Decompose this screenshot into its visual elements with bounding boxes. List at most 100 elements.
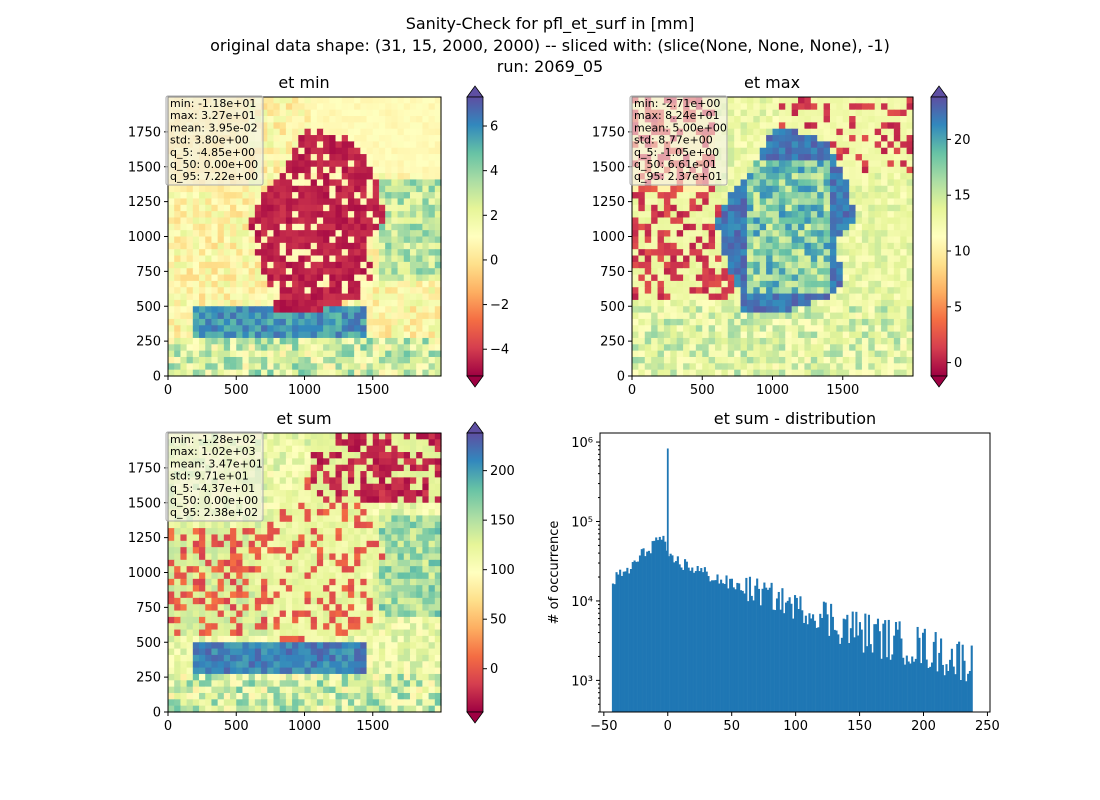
heatmap-cell <box>829 280 837 288</box>
heatmap-cell <box>378 236 386 244</box>
heatmap-cell <box>740 122 748 130</box>
heatmap-cell <box>298 458 306 466</box>
heatmap-cell <box>261 439 268 447</box>
heatmap-cell <box>434 325 442 333</box>
heatmap-cell <box>409 173 417 181</box>
heatmap-cell <box>223 312 231 320</box>
heatmap-cell <box>638 318 646 326</box>
heatmap-cell <box>304 147 312 155</box>
heatmap-cell <box>242 306 250 314</box>
heatmap-cell <box>842 318 850 326</box>
heatmap-cell <box>347 122 355 130</box>
heatmap-cell <box>261 534 268 542</box>
heatmap-cell <box>823 337 831 345</box>
heatmap-cell <box>385 363 392 371</box>
heatmap-cell <box>341 471 349 478</box>
heatmap-cell <box>372 293 380 301</box>
heatmap-cell <box>273 204 281 212</box>
heatmap-cell <box>298 192 306 200</box>
heatmap-cell <box>695 223 703 231</box>
heatmap-cell <box>217 211 225 219</box>
heatmap-cell <box>900 249 908 257</box>
heatmap-cell <box>715 204 723 212</box>
heatmap-cell <box>310 122 318 130</box>
heatmap-cell <box>715 274 723 282</box>
heatmap-cell <box>798 128 806 136</box>
heatmap-cell <box>657 255 665 263</box>
heatmap-cell <box>708 350 716 358</box>
heatmap-cell <box>310 318 318 326</box>
heatmap-cell <box>298 280 306 288</box>
heatmap-cell <box>279 116 287 123</box>
heatmap-cell <box>791 198 799 206</box>
suptitle-line-3: run: 2069_05 <box>497 57 603 77</box>
heatmap-cell <box>285 287 293 295</box>
heatmap-cell <box>347 515 355 523</box>
heatmap-cell <box>753 160 761 168</box>
heatmap-cell <box>304 559 312 567</box>
heatmap-cell <box>180 242 188 250</box>
heatmap-cell <box>273 439 281 447</box>
heatmap-cell <box>881 242 889 250</box>
heatmap-cell <box>192 534 200 542</box>
heatmap-cell <box>378 103 386 111</box>
heatmap-cell <box>676 217 684 225</box>
heatmap-cell <box>772 141 780 149</box>
heatmap-cell <box>341 179 349 187</box>
heatmap-cell <box>366 471 374 478</box>
heatmap-cell <box>861 97 869 104</box>
heatmap-cell <box>316 306 324 314</box>
heatmap-cell <box>273 287 281 295</box>
heatmap-cell <box>292 135 299 142</box>
heatmap-cell <box>230 230 237 238</box>
heatmap-cell <box>874 331 882 339</box>
heatmap-cell <box>906 160 914 168</box>
heatmap-cell <box>285 249 293 257</box>
heatmap-cell <box>434 141 442 149</box>
heatmap-cell <box>285 280 293 288</box>
heatmap-cell <box>397 211 405 219</box>
heatmap-cell <box>759 344 767 352</box>
heatmap-cell <box>804 274 812 282</box>
heatmap-cell <box>428 147 436 155</box>
heatmap-cell <box>766 103 774 111</box>
heatmap-cell <box>893 217 901 225</box>
heatmap-cell <box>644 274 652 282</box>
heatmap-cell <box>663 369 671 377</box>
heatmap-cell <box>279 483 287 491</box>
heatmap-cell <box>422 318 430 326</box>
heatmap-cell <box>855 236 863 244</box>
heatmap-cell <box>409 464 417 472</box>
heatmap-cell <box>174 242 181 250</box>
heatmap-cell <box>829 274 837 282</box>
heatmap-cell <box>740 287 748 295</box>
heatmap-cell <box>416 540 423 548</box>
heatmap-cell <box>785 274 793 282</box>
heatmap-cell <box>810 141 818 149</box>
heatmap-cell <box>842 249 850 257</box>
heatmap-cell <box>292 261 299 269</box>
heatmap-cell <box>644 249 652 257</box>
heatmap-cell <box>397 274 405 282</box>
heatmap-cell <box>211 280 219 288</box>
heatmap-cell <box>279 147 287 155</box>
heatmap-cell <box>347 141 355 149</box>
heatmap-cell <box>310 572 318 580</box>
heatmap-cell <box>391 192 399 200</box>
heatmap-cell <box>791 261 799 269</box>
heatmap-cell <box>292 515 299 523</box>
heatmap-cell <box>366 280 374 288</box>
heatmap-cell <box>657 236 665 244</box>
heatmap-cell <box>199 299 206 307</box>
heatmap-cell <box>778 211 786 219</box>
heatmap-cell <box>778 236 786 244</box>
heatmap-cell <box>267 179 275 187</box>
heatmap-cell <box>385 255 392 263</box>
heatmap-cell <box>304 464 312 472</box>
heatmap-cell <box>804 318 812 326</box>
heatmap-cell <box>861 255 869 263</box>
heatmap-cell <box>823 223 831 231</box>
heatmap-cell <box>242 299 250 307</box>
heatmap-cell <box>372 502 380 510</box>
heatmap-cell <box>347 356 355 364</box>
